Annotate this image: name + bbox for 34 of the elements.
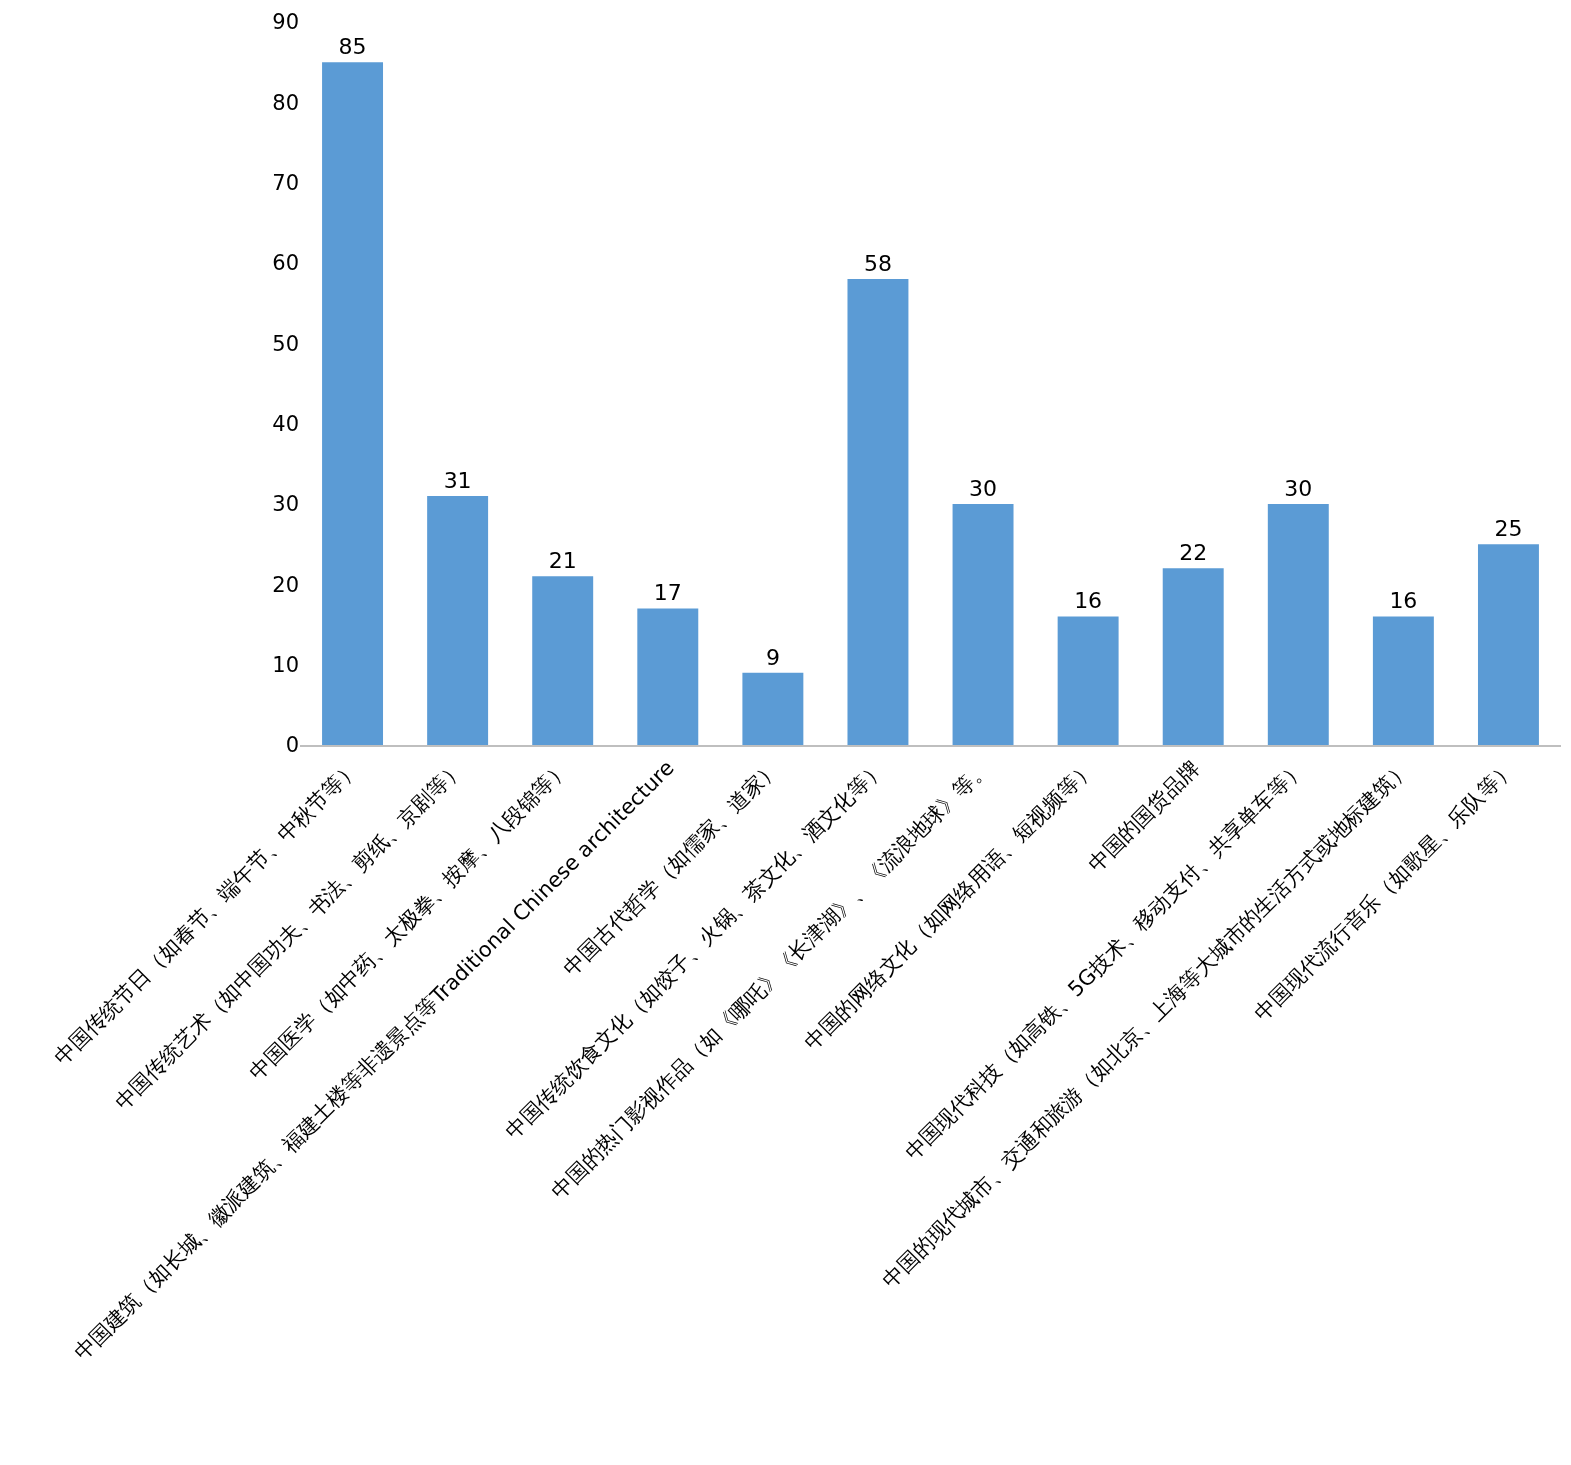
data-label: 85: [338, 34, 367, 60]
y-tick-label: 50: [272, 331, 299, 356]
y-tick-label: 40: [272, 412, 299, 437]
y-tick-label: 20: [272, 572, 299, 597]
bar: [322, 62, 384, 745]
y-tick-label: 60: [272, 251, 299, 276]
y-tick-label: 80: [272, 90, 299, 115]
bar: [1372, 616, 1434, 745]
y-tick-label: 70: [272, 171, 299, 196]
y-tick-label: 0: [285, 733, 299, 758]
data-label: 16: [1074, 588, 1103, 614]
data-label: 21: [548, 548, 577, 574]
data-label: 25: [1494, 516, 1523, 542]
bar: [1057, 616, 1119, 745]
y-tick-label: 30: [272, 492, 299, 517]
y-tick-label: 10: [272, 653, 299, 678]
y-tick-label: 90: [272, 10, 299, 35]
data-label: 17: [653, 580, 682, 606]
data-label: 9: [765, 644, 780, 670]
bar: [1162, 568, 1224, 745]
bar: [952, 504, 1014, 745]
bar: [847, 279, 909, 745]
bar: [532, 576, 594, 745]
bar: [742, 672, 804, 745]
bar: [427, 495, 489, 745]
data-label: 31: [443, 467, 472, 493]
data-label: 30: [1284, 476, 1313, 501]
bar: [1477, 544, 1539, 745]
data-label: 16: [1389, 588, 1418, 614]
data-label: 22: [1179, 540, 1208, 566]
bar: [637, 608, 699, 745]
bar: [1267, 504, 1329, 745]
data-label: 30: [969, 476, 998, 501]
data-label: 58: [863, 251, 892, 277]
